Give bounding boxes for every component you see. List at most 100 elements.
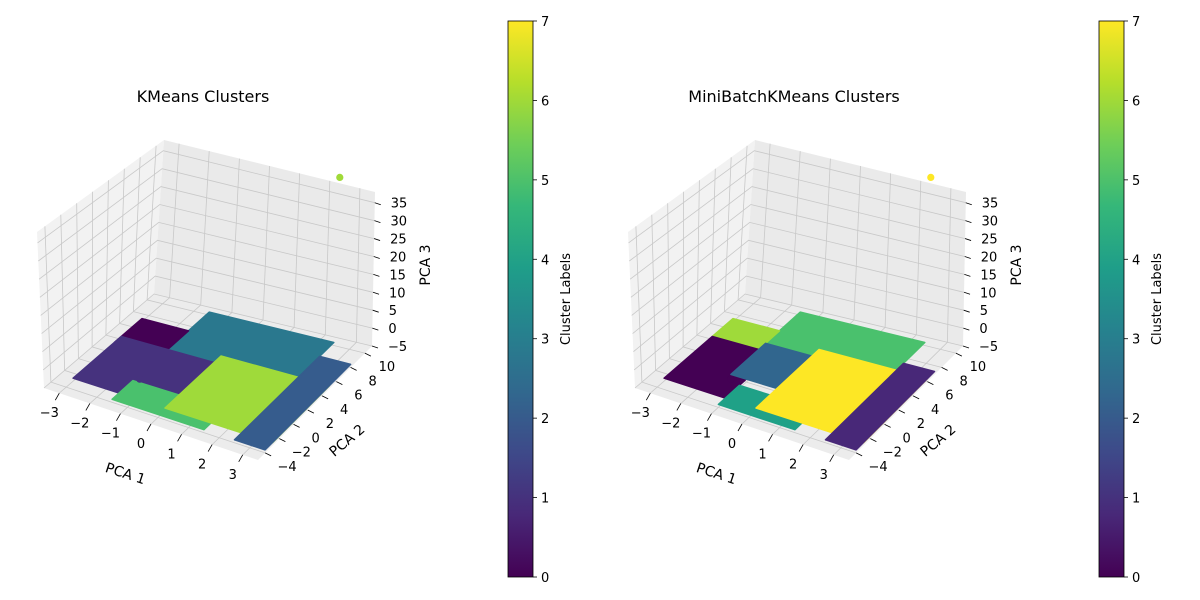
grid-line-z — [629, 186, 966, 280]
grid-line-z — [41, 239, 374, 334]
z-axis-label: PCA 3 — [1009, 244, 1025, 285]
grid-line-z — [633, 275, 964, 371]
panel-1: −3−2−10123−4−20246810−505101520253035PCA… — [628, 15, 1165, 586]
grid-line-z — [629, 168, 966, 262]
colorbar-label: Cluster Labels — [1150, 253, 1165, 345]
y-tick — [955, 352, 963, 357]
z-tick — [373, 238, 381, 241]
grid-line-z — [38, 186, 375, 280]
left-pane — [37, 140, 164, 388]
colorbar-tick-label: 3 — [1132, 333, 1140, 348]
z-tick-label: 5 — [389, 304, 397, 319]
y-tick-label: 6 — [945, 389, 953, 404]
y-tick — [898, 409, 906, 414]
z-tick-label: 20 — [390, 250, 407, 265]
y-tick-label: 6 — [354, 389, 362, 404]
colorbar — [507, 20, 534, 578]
z-tick — [963, 309, 970, 313]
y-tick — [941, 367, 948, 371]
outlier-point — [727, 375, 735, 383]
y-tick-label: −4 — [278, 460, 297, 475]
x-axis-label: PCA 1 — [694, 460, 738, 488]
z-tick — [963, 327, 970, 331]
z-tick — [373, 256, 380, 259]
z-tick — [373, 273, 380, 277]
colorbar-tick-label: 1 — [1132, 492, 1140, 507]
z-tick-label: 15 — [980, 268, 997, 283]
x-tick — [645, 392, 651, 401]
x-tick — [676, 403, 682, 411]
colorbar-tick-label: 2 — [541, 412, 549, 427]
y-tick-label: 2 — [917, 417, 925, 432]
y-tick-label: 2 — [326, 417, 334, 432]
colorbar-tick-label: 4 — [541, 253, 549, 268]
x-tick — [798, 444, 804, 452]
grid-line-z — [38, 168, 375, 262]
grid-line-z — [628, 150, 966, 244]
y-tick — [307, 409, 315, 414]
x-tick-label: 0 — [728, 437, 736, 452]
grid-line-z — [40, 221, 374, 316]
grid-line-z — [37, 150, 375, 244]
x-tick-label: −3 — [40, 406, 59, 421]
colorbar-tick-label: 5 — [541, 174, 549, 189]
y-tick — [336, 381, 343, 385]
left-pane — [628, 140, 755, 388]
colorbar-tick-label: 5 — [1132, 174, 1140, 189]
z-tick — [371, 345, 379, 349]
back-pane — [745, 140, 966, 346]
y-tick-label: 4 — [340, 403, 348, 418]
colorbar-tick-label: 3 — [541, 333, 549, 348]
x-tick — [737, 423, 743, 432]
z-tick-label: 0 — [979, 322, 987, 337]
grid-line-z — [42, 257, 373, 353]
y-tick-label: −2 — [883, 446, 902, 461]
colorbar-tick-label: 1 — [541, 492, 549, 507]
chart-title: MiniBatchKMeans Clusters — [688, 87, 899, 106]
grid-line-z — [633, 257, 964, 353]
y-tick-label: 4 — [931, 403, 939, 418]
z-tick — [965, 202, 972, 206]
z-tick-label: 0 — [388, 322, 396, 337]
cluster-region-1 — [824, 362, 936, 451]
colorbar-tick-label: 7 — [1132, 15, 1140, 30]
z-tick-label: −5 — [388, 340, 407, 355]
x-tick-label: −3 — [631, 406, 650, 421]
x-tick — [829, 454, 835, 463]
colorbar-tick-label: 7 — [541, 15, 549, 30]
colorbar-tick-label: 0 — [1132, 571, 1140, 586]
colorbar-label: Cluster Labels — [559, 253, 574, 345]
cluster-region-2 — [233, 355, 352, 451]
colorbar-tick-label: 4 — [1132, 253, 1140, 268]
x-tick-label: −2 — [70, 416, 89, 431]
grid-line-z — [632, 239, 965, 334]
x-tick — [768, 434, 773, 442]
x-tick — [177, 434, 182, 442]
y-tick — [855, 452, 863, 457]
z-tick-label: 30 — [981, 215, 998, 230]
colorbar-tick-label: 0 — [541, 571, 549, 586]
z-tick — [374, 220, 381, 224]
z-tick-label: 15 — [389, 268, 406, 283]
x-tick — [238, 454, 244, 463]
x-tick — [146, 423, 152, 432]
y-tick-label: 10 — [970, 360, 987, 375]
outlier-point — [927, 173, 935, 181]
y-tick — [279, 438, 286, 442]
y-tick-label: −2 — [292, 446, 311, 461]
z-tick-label: 10 — [389, 286, 406, 301]
x-tick-label: 2 — [789, 458, 797, 473]
x-tick-label: 0 — [137, 437, 145, 452]
z-tick — [964, 273, 971, 277]
x-tick — [207, 444, 213, 452]
y-tick — [912, 395, 920, 400]
z-tick — [372, 327, 379, 331]
x-tick-label: −2 — [661, 416, 680, 431]
x-tick — [116, 413, 121, 421]
y-tick — [264, 452, 272, 457]
y-tick — [364, 352, 372, 357]
z-tick — [372, 291, 380, 295]
grid-line-z — [634, 293, 964, 389]
y-tick-label: 8 — [368, 374, 376, 389]
grid-line-z — [42, 275, 373, 371]
